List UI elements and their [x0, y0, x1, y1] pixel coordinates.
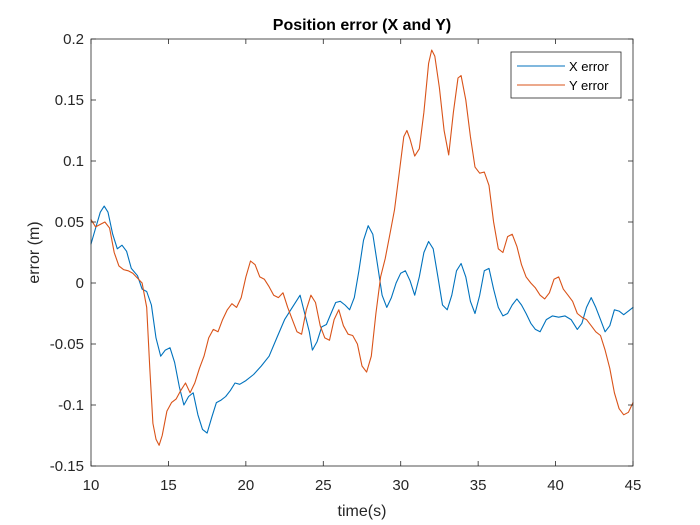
x-tick-label: 15 — [160, 477, 177, 494]
series-layer — [90, 49, 634, 446]
series-line-y-error — [90, 49, 634, 446]
x-tick-label: 35 — [470, 477, 487, 494]
x-tick-label: 30 — [392, 477, 409, 494]
y-tick-label: -0.1 — [58, 397, 84, 414]
y-tick-label: 0.1 — [63, 153, 84, 170]
x-tick-label: 25 — [315, 477, 332, 494]
legend-label-y-error: Y error — [569, 78, 609, 93]
x-tick-label: 45 — [625, 477, 642, 494]
legend-box — [510, 51, 622, 99]
x-axis-label: time(s) — [338, 503, 387, 520]
y-tick-label: -0.05 — [50, 336, 84, 353]
y-tick-label: 0.15 — [55, 92, 84, 109]
legend-label-x-error: X error — [569, 59, 609, 74]
tick-layer: 10 15 20 25 30 35 40 45 -0.15 -0.1 -0.05 0 0.05 0.1 0.… — [50, 31, 642, 494]
chart-title: Position error (X and Y) — [273, 17, 451, 34]
y-axis-label: error (m) — [26, 221, 43, 283]
x-tick-label: 40 — [547, 477, 564, 494]
axes-box — [90, 38, 634, 467]
x-tick-label: 20 — [238, 477, 255, 494]
x-tick-label: 10 — [83, 477, 100, 494]
series-line-x-error — [90, 205, 634, 434]
legend: X error Y error — [510, 51, 622, 99]
y-tick-label: 0 — [76, 275, 84, 292]
y-tick-label: -0.15 — [50, 458, 84, 475]
y-tick-label: 0.05 — [55, 214, 84, 231]
y-tick-label: 0.2 — [63, 31, 84, 48]
